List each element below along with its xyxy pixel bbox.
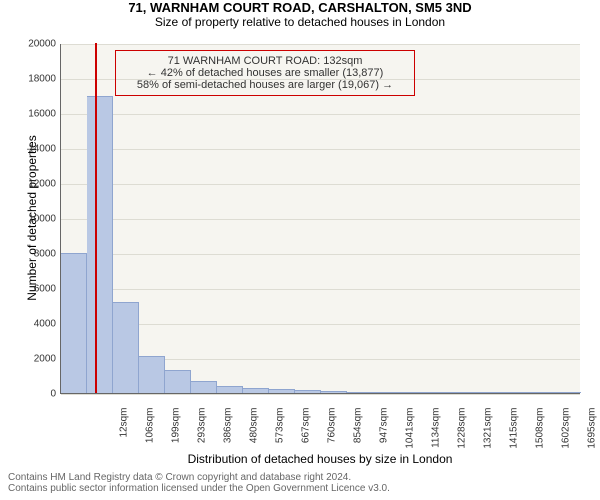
bar: [139, 356, 165, 393]
x-tick-label: 1041sqm: [405, 408, 416, 468]
bar: [165, 370, 191, 393]
chart-container: 71, WARNHAM COURT ROAD, CARSHALTON, SM5 …: [0, 0, 600, 500]
bar: [347, 392, 373, 393]
bar: [399, 392, 425, 393]
bar: [477, 392, 503, 393]
x-tick-label: 947sqm: [379, 408, 390, 468]
bar: [243, 388, 269, 393]
bar: [87, 96, 113, 394]
y-tick-label: 0: [12, 389, 56, 400]
x-tick-label: 199sqm: [171, 408, 182, 468]
bar: [113, 302, 139, 393]
gridline: [61, 79, 580, 80]
x-tick-label: 1508sqm: [535, 408, 546, 468]
x-tick-label: 12sqm: [119, 408, 130, 468]
chart-subtitle: Size of property relative to detached ho…: [0, 15, 600, 29]
x-tick-label: 1134sqm: [431, 408, 442, 468]
gridline: [61, 184, 580, 185]
y-tick-label: 12000: [12, 179, 56, 190]
bar: [269, 389, 295, 393]
x-tick-label: 106sqm: [145, 408, 156, 468]
x-tick-label: 1228sqm: [457, 408, 468, 468]
x-tick-label: 1695sqm: [587, 408, 598, 468]
gridline: [61, 149, 580, 150]
bar: [217, 386, 243, 393]
gridline: [61, 114, 580, 115]
x-tick-label: 667sqm: [301, 408, 312, 468]
y-tick-label: 16000: [12, 109, 56, 120]
gridline: [61, 44, 580, 45]
x-tick-label: 854sqm: [353, 408, 364, 468]
x-tick-label: 1602sqm: [561, 408, 572, 468]
y-tick-label: 6000: [12, 284, 56, 295]
x-tick-label: 760sqm: [327, 408, 338, 468]
bar: [373, 392, 399, 393]
y-tick-label: 18000: [12, 74, 56, 85]
footer: Contains HM Land Registry data © Crown c…: [8, 472, 592, 494]
gridline: [61, 394, 580, 395]
bar: [191, 381, 217, 393]
gridline: [61, 254, 580, 255]
x-tick-label: 1415sqm: [509, 408, 520, 468]
x-axis-label: Distribution of detached houses by size …: [60, 452, 580, 466]
footer-line: Contains HM Land Registry data © Crown c…: [8, 472, 592, 483]
y-tick-label: 14000: [12, 144, 56, 155]
y-tick-label: 20000: [12, 39, 56, 50]
x-tick-label: 386sqm: [223, 408, 234, 468]
bar: [451, 392, 477, 393]
bar: [555, 392, 581, 393]
chart-title: 71, WARNHAM COURT ROAD, CARSHALTON, SM5 …: [0, 0, 600, 15]
bar: [321, 391, 347, 393]
bar: [425, 392, 451, 393]
y-tick-label: 10000: [12, 214, 56, 225]
x-tick-label: 293sqm: [197, 408, 208, 468]
bar: [295, 390, 321, 393]
plot-area: [60, 44, 580, 394]
gridline: [61, 289, 580, 290]
footer-line: Contains public sector information licen…: [8, 483, 592, 494]
y-tick-label: 2000: [12, 354, 56, 365]
bar: [529, 392, 555, 393]
y-tick-label: 8000: [12, 249, 56, 260]
property-marker-line: [95, 43, 97, 393]
y-tick-label: 4000: [12, 319, 56, 330]
x-tick-label: 1321sqm: [483, 408, 494, 468]
bar: [503, 392, 529, 393]
gridline: [61, 219, 580, 220]
x-tick-label: 480sqm: [249, 408, 260, 468]
bar: [61, 253, 87, 393]
x-tick-label: 573sqm: [275, 408, 286, 468]
